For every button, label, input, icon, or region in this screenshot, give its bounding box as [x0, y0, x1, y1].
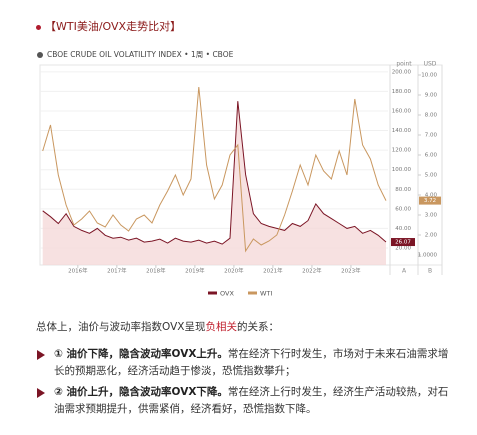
y-tick-label: 120.00 — [392, 148, 412, 154]
current-value-label: 3.72 — [424, 198, 436, 204]
x-tick-label: 2020年 — [224, 267, 244, 275]
x-tick-label: 2023年 — [341, 267, 361, 275]
intro-highlight: 负相关 — [205, 321, 237, 333]
series-line — [42, 86, 387, 253]
axis-footer: B — [428, 268, 432, 275]
y-tick-label: 200.00 — [392, 69, 412, 75]
bullet-heading: ② 油价上升，隐含波动率OVX下降。 — [54, 386, 228, 398]
x-tick-label: 2017年 — [107, 267, 127, 275]
intro-text: 的关系： — [236, 321, 279, 333]
y2-tick-label: 3.00 — [425, 213, 438, 219]
y-tick-label: 60.00 — [395, 206, 411, 212]
y2-tick-label: 2.00 — [425, 233, 438, 239]
intro-text: 总体上，油价与波动率指数OVX呈现 — [36, 321, 206, 333]
y2-tick-label: 7.00 — [425, 133, 438, 139]
bullet: ① 油价下降，隐含波动率OVX上升。常在经济下行时发生，市场对于未来石油需求增长… — [36, 346, 456, 380]
y-tick-label: 160.00 — [392, 108, 412, 114]
axis-footer: A — [402, 268, 407, 275]
current-value-label: 26.07 — [395, 240, 411, 246]
y2-tick-label: 10.00 — [421, 73, 437, 79]
y2-tick-label: 6.00 — [425, 153, 438, 159]
series-line — [42, 101, 387, 245]
y2-tick-label: 4.00 — [425, 193, 438, 199]
y2-tick-label: 9.00 — [425, 93, 438, 99]
current-value-tag — [391, 238, 415, 247]
legend-label: WTI — [260, 290, 272, 298]
legend-swatch — [248, 291, 257, 295]
bullet-text: 常在经济下行时发生，市场对于未来石油需求增长的预期恶化，经济活动趋于惨淡，恐慌指… — [54, 348, 449, 377]
x-tick-label: 2018年 — [146, 267, 166, 275]
y-tick-label: 20.00 — [395, 245, 411, 251]
y-tick-label: 180.00 — [392, 89, 412, 95]
chart-subtitle: CBOE CRUDE OIL VOLATILITY INDEX • 1周 • C… — [47, 50, 234, 59]
summary-intro: 总体上，油价与波动率指数OVX呈现负相关的关系： — [36, 319, 456, 336]
x-tick-label: 2022年 — [302, 267, 322, 275]
chart: CBOE CRUDE OIL VOLATILITY INDEX • 1周 • C… — [37, 50, 443, 298]
y-tick-label: 80.00 — [395, 187, 411, 193]
legend-label: OVX — [220, 290, 234, 298]
y-tick-label: 100.00 — [392, 167, 412, 173]
source-icon — [37, 52, 43, 58]
y2-tick-label: 5.00 — [425, 173, 438, 179]
bullet: ② 油价上升，隐含波动率OVX下降。常在经济上行时发生，经济生产活动较热，对石油… — [36, 384, 456, 418]
x-tick-label: 2019年 — [185, 267, 205, 275]
series-area — [42, 101, 386, 265]
legend-swatch — [208, 291, 217, 295]
x-tick-label: 2016年 — [68, 267, 88, 275]
y-axis-label: point — [396, 61, 412, 68]
y-tick-label: 140.00 — [392, 128, 412, 134]
summary: 总体上，油价与波动率指数OVX呈现负相关的关系： ① 油价下降，隐含波动率OVX… — [36, 319, 456, 422]
y-tick-label: 40.00 — [395, 226, 411, 232]
current-value-tag — [419, 196, 441, 205]
y2-tick-label: 1.0000 — [418, 253, 438, 259]
y2-tick-label: 8.00 — [425, 113, 438, 119]
bullet-heading: ① 油价下降，隐含波动率OVX上升。 — [54, 348, 228, 360]
y2-axis-label: USD — [424, 61, 437, 68]
x-tick-label: 2021年 — [263, 267, 283, 275]
bullet-text: 常在经济上行时发生，经济生产活动较热，对石油需求预期提升，供需紧俏，经济看好，恐… — [54, 386, 449, 415]
section-title: 【WTI美油/OVX走势比对】 — [36, 18, 181, 34]
